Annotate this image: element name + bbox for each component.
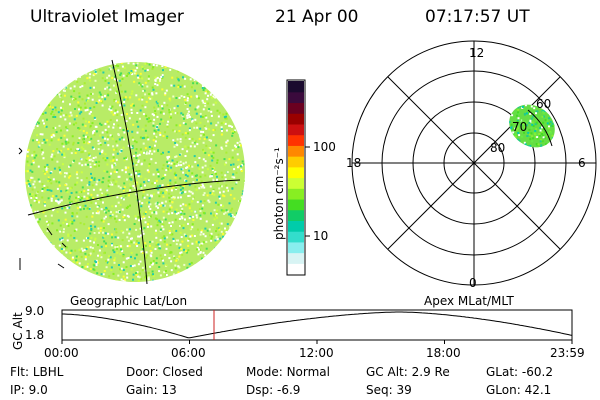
footer-gain: Gain: 13 xyxy=(126,383,177,397)
limb-ticks xyxy=(18,147,67,270)
xtick-0600: 06:00 xyxy=(171,346,206,360)
colorbar-segment xyxy=(288,113,304,125)
polar-plot xyxy=(351,40,597,286)
mlat-label-80: 80 xyxy=(490,141,506,155)
instrument-title: Ultraviolet Imager xyxy=(30,7,184,27)
colorbar-frame xyxy=(286,79,306,276)
mlt-label-0: 0 xyxy=(469,276,477,290)
xtick-1800: 18:00 xyxy=(426,346,461,360)
colorbar-segment xyxy=(288,145,304,157)
footer-dsp: Dsp: -6.9 xyxy=(246,383,301,397)
altitude-ytick-max: 9.0 xyxy=(25,304,45,318)
footer-ip: IP: 9.0 xyxy=(10,383,48,397)
colorbar-segment xyxy=(288,156,304,168)
colorbar-segment xyxy=(288,241,304,254)
earth-disc-image xyxy=(18,59,245,285)
colorbar-label-100: 100 xyxy=(313,140,336,154)
mlt-label-12: 12 xyxy=(469,46,485,60)
colorbar-segment xyxy=(288,81,304,93)
colorbar xyxy=(286,79,310,276)
date-label: 21 Apr 00 xyxy=(275,7,359,27)
mlt-label-18: 18 xyxy=(346,156,362,170)
colorbar-segment xyxy=(288,134,304,146)
altitude-xticks xyxy=(61,340,573,344)
colorbar-segment xyxy=(288,220,304,232)
altitude-ylabel: GC Alt xyxy=(11,312,25,350)
xtick-2359: 23:59 xyxy=(550,346,585,360)
footer-glon: GLon: 42.1 xyxy=(486,383,552,397)
colorbar-segment xyxy=(288,252,304,264)
footer-door: Door: Closed xyxy=(126,365,203,379)
colorbar-segment xyxy=(288,102,304,114)
colorbar-segment xyxy=(288,263,304,275)
geographic-label: Geographic Lat/Lon xyxy=(70,294,188,308)
footer-gc-alt: GC Alt: 2.9 Re xyxy=(366,365,450,379)
mlat-label-70: 70 xyxy=(512,120,528,134)
altitude-ytick-min: 1.8 xyxy=(25,328,45,342)
altitude-curve xyxy=(62,311,573,339)
footer-glat: GLat: -60.2 xyxy=(486,365,553,379)
colorbar-segment xyxy=(288,177,304,189)
mlat-label-60: 60 xyxy=(536,97,552,111)
earth-disc xyxy=(25,62,245,282)
footer-seq: Seq: 39 xyxy=(366,383,412,397)
time-label: 07:17:57 UT xyxy=(425,7,530,27)
xtick-1200: 12:00 xyxy=(299,346,334,360)
footer-filter: Flt: LBHL xyxy=(10,365,64,379)
meridian-line xyxy=(111,59,148,285)
mlt-label-6: 6 xyxy=(578,156,586,170)
colorbar-segment xyxy=(288,209,304,221)
colorbar-segment xyxy=(288,123,304,136)
apex-label: Apex MLat/MLT xyxy=(424,294,514,308)
colorbar-unit-label: photon cm⁻²s⁻¹ xyxy=(272,147,286,240)
xtick-0000: 00:00 xyxy=(44,346,79,360)
colorbar-segment xyxy=(288,188,304,200)
colorbar-segment xyxy=(288,198,304,211)
colorbar-label-10: 10 xyxy=(313,229,329,243)
colorbar-segment xyxy=(288,91,304,104)
ring-overlay xyxy=(527,109,553,147)
parallel-line xyxy=(27,179,241,216)
altitude-plot xyxy=(61,309,573,344)
colorbar-segment xyxy=(288,166,304,179)
colorbar-segment xyxy=(288,231,304,243)
footer-mode: Mode: Normal xyxy=(246,365,330,379)
